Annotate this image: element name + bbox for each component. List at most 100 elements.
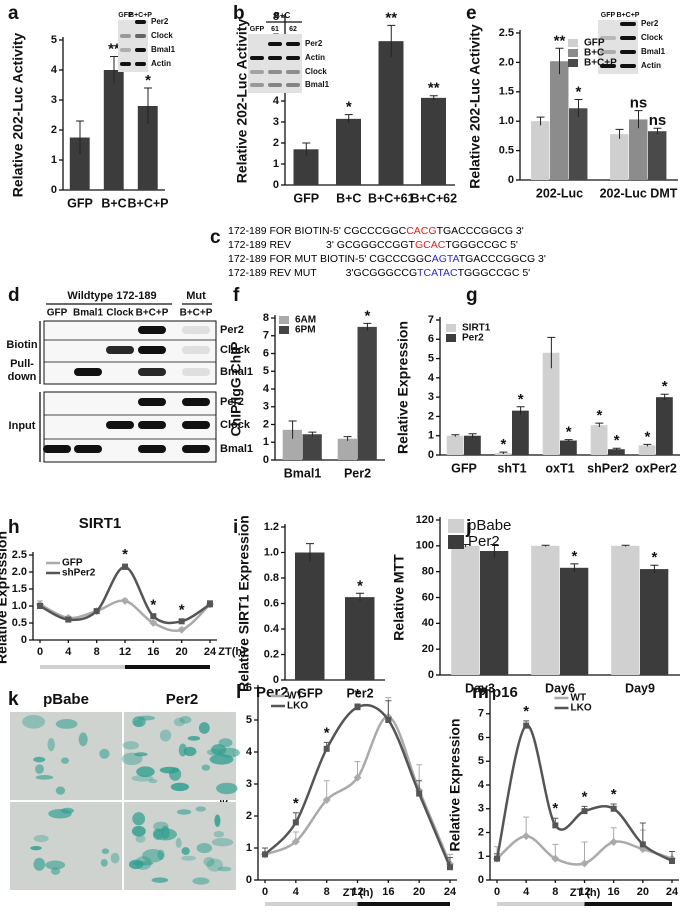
y-axis-label: Relative Expression <box>447 718 463 851</box>
error-bar <box>429 95 438 100</box>
error-bar <box>516 406 525 415</box>
blot-band <box>43 445 71 453</box>
y-tick-label: 0 <box>428 449 434 461</box>
blot-band <box>138 326 166 334</box>
stained-cell <box>203 856 215 867</box>
sequence-segment: TGACCCGGCG 3' <box>459 253 546 265</box>
x-tick-label: Day9 <box>625 681 655 695</box>
x-tick-label: 4 <box>523 886 530 898</box>
y-tick-label: 4 <box>263 383 270 395</box>
marker <box>177 625 186 634</box>
marker <box>416 790 423 797</box>
stained-cell <box>33 756 46 763</box>
chart-title: Per2 <box>256 684 289 701</box>
y-tick-label: 6 <box>246 682 252 694</box>
y-tick-label: 7 <box>428 314 434 326</box>
y-tick-label: 60 <box>422 591 434 603</box>
inset-header: B+C <box>274 11 290 20</box>
y-tick-label: 0 <box>273 179 279 191</box>
stained-cell <box>181 847 190 856</box>
y-tick-label: 1.5 <box>499 86 514 98</box>
x-tick-label: 16 <box>608 886 620 898</box>
y-tick-label: 2.0 <box>12 566 27 578</box>
bar <box>345 597 375 680</box>
x-tick-label: 16 <box>147 646 159 658</box>
stained-cell <box>178 743 187 757</box>
significance: * <box>145 72 151 89</box>
marker <box>447 864 453 871</box>
stained-cell <box>153 821 169 832</box>
bar <box>421 97 446 185</box>
y-tick-label: 7 <box>263 330 269 342</box>
stained-cell <box>30 845 42 851</box>
y-tick-label: 0 <box>21 634 27 646</box>
stained-cell <box>216 782 238 795</box>
x-tick-label: 24 <box>204 646 217 658</box>
y-tick-label: 80 <box>422 566 434 578</box>
blot-band <box>74 445 102 453</box>
legend-label: Per2 <box>462 333 484 344</box>
y-tick-label: 20 <box>422 643 434 655</box>
stained-cell <box>35 764 44 774</box>
y-tick-label: 8 <box>263 312 269 324</box>
legend-swatch <box>448 535 464 549</box>
panel-letter: m <box>472 682 489 703</box>
y-tick-label: 5 <box>263 365 269 377</box>
panel-letter: b <box>233 3 245 24</box>
inset-band-label: Bmal1 <box>641 47 666 56</box>
marker <box>552 822 559 829</box>
bar <box>610 134 629 180</box>
stained-cell <box>157 849 165 860</box>
light-phase <box>265 902 358 906</box>
blot-band <box>135 48 146 52</box>
band-label: Per2 <box>220 324 244 336</box>
x-tick-label: 0 <box>494 886 500 898</box>
x-tick-label: oxT1 <box>545 461 574 475</box>
x-tick-label: 20 <box>637 886 649 898</box>
x-tick-label: Day3 <box>465 681 495 695</box>
marker <box>581 808 588 815</box>
error-bar <box>387 24 396 57</box>
bar <box>560 440 577 455</box>
group-label: Mut <box>186 290 206 302</box>
blot-band <box>106 346 134 354</box>
sequence-segment: AGTA <box>432 253 460 265</box>
x-tick-label: 20 <box>176 646 188 658</box>
stained-cell <box>33 834 49 843</box>
stained-cell <box>100 859 108 867</box>
panel-letter: a <box>8 3 19 24</box>
sequence-segment: GCAC <box>415 239 446 251</box>
legend-label: B+C <box>584 48 604 59</box>
y-tick-label: 5 <box>428 352 434 364</box>
sequence-segment: 172-189 REV MUT 3'GCGGGCCG <box>228 267 417 279</box>
x-tick-label: 8 <box>324 886 330 898</box>
legend-label: LKO <box>571 703 592 714</box>
error-bar <box>490 544 499 558</box>
y-tick-label: 0.2 <box>264 648 279 660</box>
blot-band <box>268 56 282 60</box>
x-tick-label: 16 <box>382 886 394 898</box>
sequence-segment: CACG <box>406 225 436 237</box>
bar <box>531 121 550 180</box>
error-bar <box>570 563 579 572</box>
error-bar <box>363 322 372 331</box>
y-tick-label: 4 <box>51 64 58 76</box>
lane-label: GFP <box>47 308 68 319</box>
stained-cell <box>110 852 120 864</box>
y-tick-label: 2 <box>246 810 252 822</box>
legend-swatch <box>279 316 289 324</box>
y-tick-label: 0.8 <box>264 572 279 584</box>
legend-swatch <box>568 49 578 57</box>
bar <box>295 552 325 680</box>
significance: * <box>552 800 558 817</box>
bar <box>337 438 357 460</box>
error-bar <box>615 128 624 139</box>
inset-lane-label: B+C+P <box>129 12 152 19</box>
y-tick-label: 1.0 <box>264 546 279 558</box>
marker <box>150 613 157 620</box>
stained-cell <box>61 757 70 764</box>
marker <box>385 717 392 723</box>
error-bar <box>110 56 118 84</box>
legend-label: WT <box>287 691 303 702</box>
panel-letter: h <box>8 517 20 538</box>
